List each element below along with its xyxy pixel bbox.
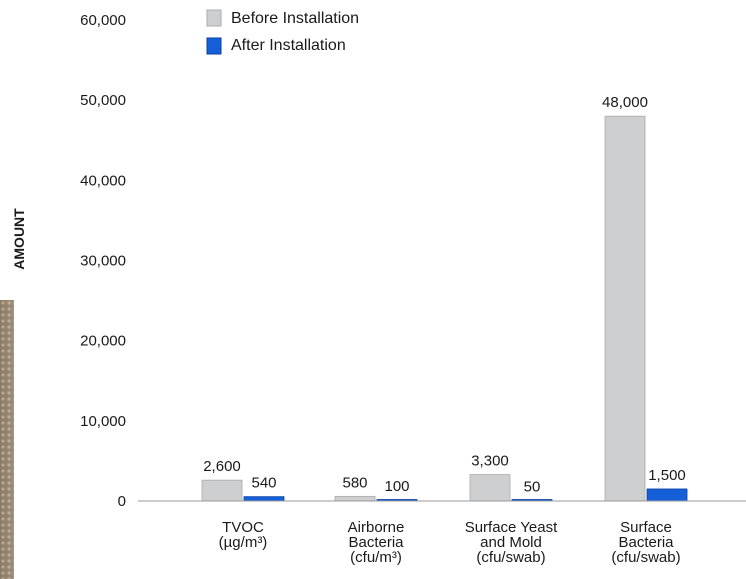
category-label-line: (cfu/swab) [611, 549, 680, 566]
category-label-line: (cfu/swab) [476, 549, 545, 566]
bar-after [243, 496, 285, 502]
legend-item-after: After Installation [206, 37, 346, 55]
data-labels: 2,600 540 580 100 3,300 50 48,000 1,500 [203, 94, 686, 495]
category-label-line: Bacteria [618, 534, 674, 551]
data-label-after: 1,500 [648, 467, 686, 484]
legend-swatch-after [206, 37, 222, 55]
data-label-after: 100 [384, 478, 409, 495]
category-label-line: (µg/m³) [219, 534, 268, 551]
category-label-line: Surface Yeast [465, 519, 558, 536]
decorative-texture-strip [0, 300, 14, 579]
category-label-line: Surface [620, 519, 672, 536]
data-label-after: 540 [251, 475, 276, 492]
category-label-line: Bacteria [348, 534, 404, 551]
y-tick-label: 40,000 [80, 172, 126, 189]
data-label-before: 580 [342, 474, 367, 491]
category-label-line: Airborne [348, 519, 405, 536]
y-tick-label: 60,000 [80, 12, 126, 29]
bar-before [334, 495, 376, 502]
bars [201, 115, 688, 502]
y-tick-label: 50,000 [80, 92, 126, 109]
y-axis-title: AMOUNT [11, 208, 27, 270]
y-tick-label: 10,000 [80, 413, 126, 430]
data-label-before: 3,300 [471, 453, 509, 470]
bar-after [646, 488, 688, 502]
legend-label-before: Before Installation [231, 10, 359, 27]
bar-before [469, 474, 511, 502]
data-label-before: 48,000 [602, 94, 648, 111]
legend-label-after: After Installation [231, 37, 346, 54]
y-tick-label: 0 [118, 493, 126, 510]
category-label-line: TVOC [222, 519, 264, 536]
y-tick-label: 30,000 [80, 252, 126, 269]
legend-item-before: Before Installation [206, 9, 359, 27]
category-label-line: (cfu/m³) [350, 549, 402, 566]
legend: Before Installation After Installation [206, 9, 359, 55]
y-tick-label: 20,000 [80, 333, 126, 350]
data-label-before: 2,600 [203, 458, 241, 475]
bar-before [604, 115, 646, 502]
legend-swatch-before [206, 9, 222, 27]
bar-before [201, 479, 243, 502]
data-label-after: 50 [524, 479, 541, 496]
category-labels: TVOC(µg/m³)AirborneBacteria(cfu/m³)Surfa… [219, 519, 681, 566]
category-label-line: and Mold [480, 534, 542, 551]
y-axis-ticks: 0 10,000 20,000 30,000 40,000 50,000 60,000 [80, 12, 126, 510]
